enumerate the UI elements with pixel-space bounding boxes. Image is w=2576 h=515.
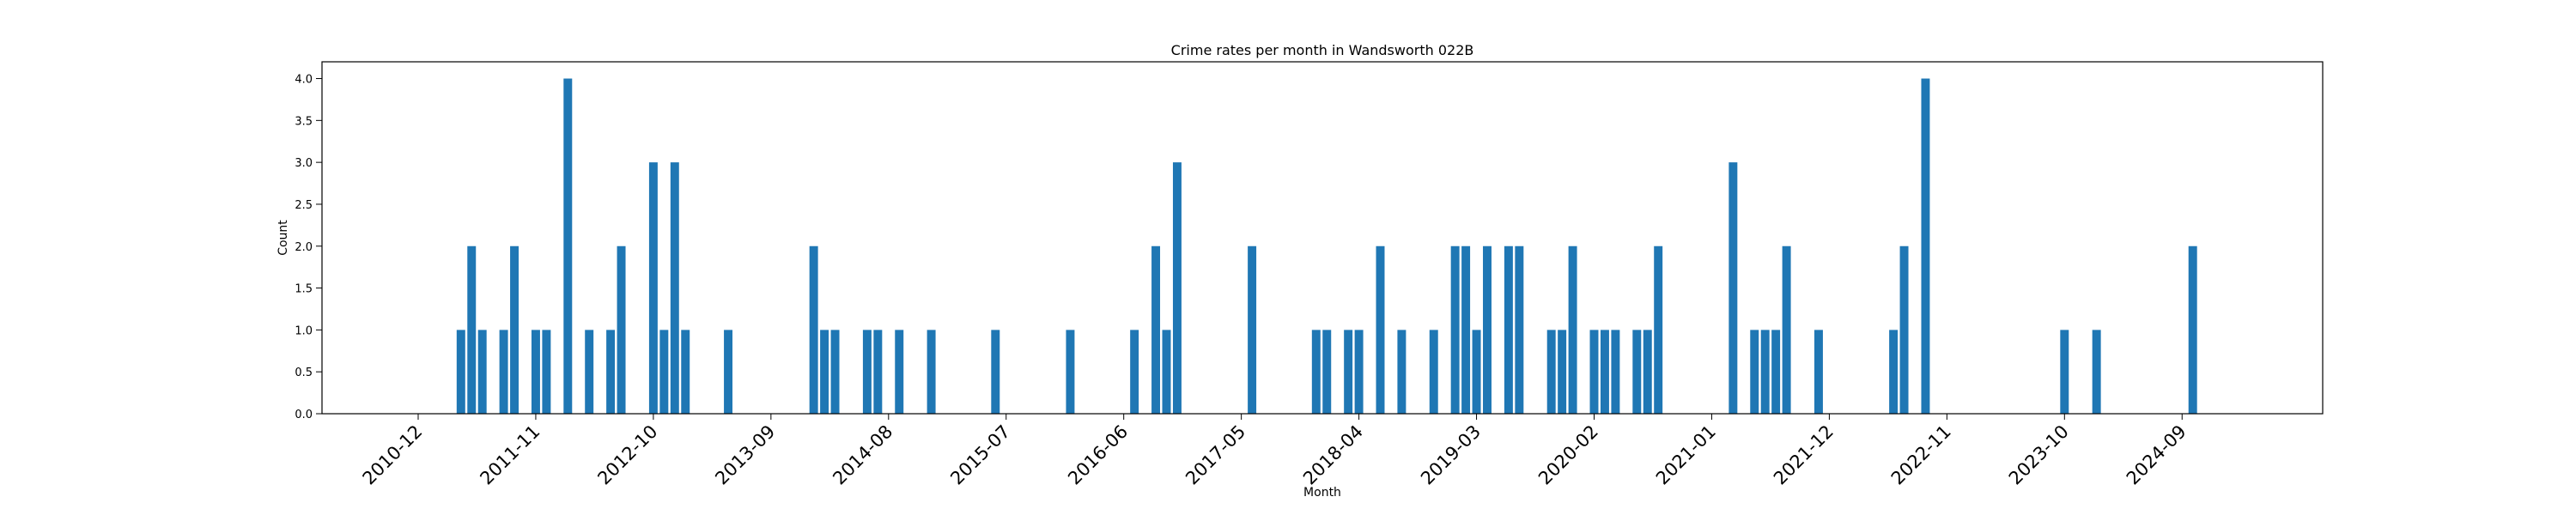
- bar-2011-08: [499, 330, 508, 414]
- y-tick-label: 1.0: [295, 324, 313, 337]
- bar-2011-05: [467, 245, 477, 414]
- x-axis-label: Month: [1303, 486, 1341, 500]
- x-tick-label: 2024-09: [2123, 421, 2190, 489]
- bar-2021-11: [1814, 330, 1823, 414]
- x-tick-label: 2015-07: [946, 421, 1014, 489]
- bar-2013-01: [681, 330, 690, 414]
- x-tick-label: 2021-01: [1652, 421, 1720, 489]
- bar-2016-07: [1130, 330, 1139, 414]
- bar-2013-05: [724, 330, 733, 414]
- bar-2022-06: [1889, 330, 1899, 414]
- bar-2012-10: [648, 162, 658, 414]
- bar-2018-06: [1376, 245, 1385, 414]
- bar-2019-03: [1472, 330, 1481, 414]
- bar-2019-11: [1558, 330, 1567, 414]
- bar-2024-01: [2092, 330, 2101, 414]
- bar-2014-03: [830, 330, 840, 414]
- bar-2019-06: [1504, 245, 1513, 414]
- bar-2020-06: [1632, 330, 1642, 414]
- bar-2019-04: [1483, 245, 1492, 414]
- bar-2017-06: [1248, 245, 1257, 414]
- bar-2014-07: [873, 330, 883, 414]
- bar-2014-06: [862, 330, 872, 414]
- y-tick-label: 2.0: [295, 241, 313, 254]
- bar-2018-01: [1322, 330, 1332, 414]
- bar-2012-06: [606, 330, 616, 414]
- x-tick-label: 2021-12: [1770, 421, 1838, 489]
- x-axis: 2010-12 2011-11 2012-10 2013-09 2014-08 2015-…: [359, 414, 2190, 489]
- y-tick-label: 0.5: [295, 367, 313, 379]
- bar-2019-10: [1546, 330, 1556, 414]
- x-tick-label: 2012-10: [593, 421, 661, 489]
- bar-2020-03: [1600, 330, 1609, 414]
- bars-group: [456, 78, 2197, 415]
- y-tick-label: 3.0: [295, 157, 313, 170]
- bar-2020-08: [1654, 245, 1663, 414]
- bar-2016-09: [1151, 245, 1161, 414]
- bar-2012-04: [585, 330, 594, 414]
- bar-2011-09: [510, 245, 519, 414]
- bar-2012-07: [617, 245, 626, 414]
- x-tick-label: 2023-10: [2005, 421, 2073, 489]
- y-tick-label: 3.5: [295, 115, 313, 128]
- bar-2020-02: [1589, 330, 1599, 414]
- bar-2019-12: [1568, 245, 1577, 414]
- x-tick-label: 2013-09: [711, 421, 779, 489]
- y-tick-label: 4.0: [295, 74, 313, 87]
- bar-2014-12: [927, 330, 936, 414]
- bar-2021-06: [1760, 330, 1770, 414]
- bar-2011-04: [456, 330, 465, 414]
- bar-2016-01: [1066, 330, 1075, 414]
- y-axis: 0.0 0.5 1.0 1.5 2.0 2.5 3.0 3.5 4.0: [295, 74, 322, 421]
- bar-2014-09: [895, 330, 904, 414]
- bar-2017-12: [1311, 330, 1321, 414]
- x-tick-label: 2018-04: [1299, 421, 1367, 489]
- plot-frame: [321, 61, 2324, 415]
- bar-2019-01: [1450, 245, 1460, 414]
- x-tick-label: 2022-11: [1887, 421, 1955, 489]
- bar-2016-10: [1162, 330, 1171, 414]
- bar-2020-04: [1611, 330, 1620, 414]
- bar-2018-03: [1344, 330, 1353, 414]
- bar-2024-10: [2188, 245, 2197, 414]
- bar-2019-07: [1515, 245, 1524, 414]
- x-tick-label: 2011-11: [476, 421, 544, 489]
- bar-2018-04: [1354, 330, 1364, 414]
- x-tick-label: 2017-05: [1182, 421, 1249, 489]
- bar-2021-03: [1728, 162, 1738, 414]
- bar-2018-08: [1397, 330, 1406, 414]
- y-tick-label: 0.0: [295, 409, 313, 421]
- bar-2011-06: [477, 330, 487, 414]
- bar-2018-11: [1429, 330, 1438, 414]
- x-tick-label: 2020-02: [1534, 421, 1602, 489]
- bar-2022-07: [1899, 245, 1909, 414]
- y-axis-label: Count: [276, 220, 290, 256]
- bar-2021-05: [1750, 330, 1759, 414]
- y-tick-label: 1.5: [295, 283, 313, 296]
- bar-2020-07: [1643, 330, 1652, 414]
- x-tick-label: 2019-03: [1417, 421, 1485, 489]
- bar-2011-12: [542, 330, 551, 414]
- bar-2016-11: [1172, 162, 1182, 414]
- bar-2023-10: [2060, 330, 2069, 414]
- y-tick-label: 2.5: [295, 199, 313, 212]
- bar-2012-02: [563, 78, 573, 415]
- bar-2014-02: [820, 330, 829, 414]
- bar-2019-02: [1461, 245, 1471, 414]
- bar-2012-12: [670, 162, 679, 414]
- x-tick-label: 2010-12: [359, 421, 427, 489]
- bar-2022-09: [1921, 78, 1930, 415]
- x-tick-label: 2014-08: [829, 421, 896, 489]
- bar-2011-11: [531, 330, 540, 414]
- chart-title: Crime rates per month in Wandsworth 022B: [1171, 42, 1474, 58]
- x-tick-label: 2016-06: [1064, 421, 1132, 489]
- bar-2014-01: [809, 245, 818, 414]
- bar-2015-06: [991, 330, 1000, 414]
- bar-2012-11: [659, 330, 669, 414]
- bar-2021-08: [1782, 245, 1791, 414]
- bar-2021-07: [1771, 330, 1781, 414]
